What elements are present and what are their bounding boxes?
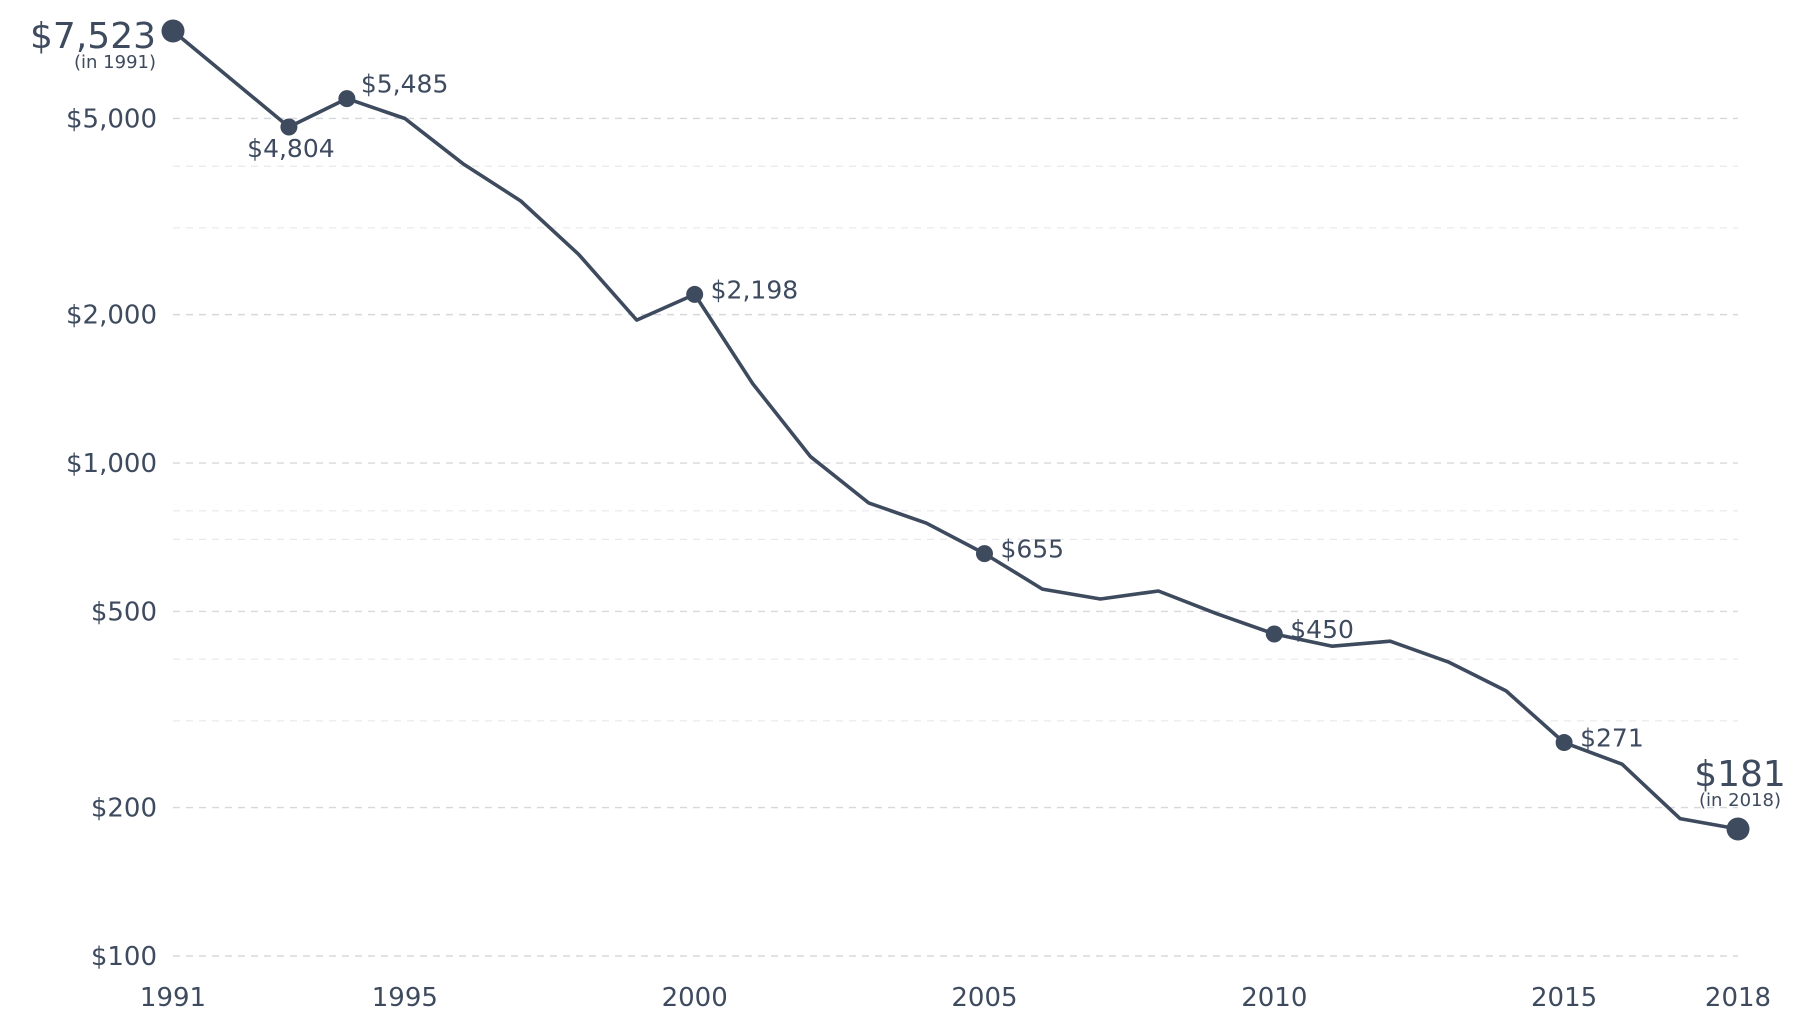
x-tick-label: 2018 [1705, 983, 1771, 1013]
y-tick-label: $5,000 [66, 104, 157, 134]
x-tick-label: 2000 [662, 983, 728, 1013]
data-point-marker [1265, 625, 1283, 643]
x-tick-label: 2015 [1531, 983, 1597, 1013]
x-tick-label: 1991 [140, 983, 206, 1013]
data-point-label: $450 [1290, 615, 1354, 644]
endpoint-note-label: (in 2018) [1699, 790, 1781, 811]
grid-layer [173, 117, 1738, 957]
data-point-marker [280, 118, 298, 136]
y-tick-label: $2,000 [66, 301, 157, 331]
data-point-marker [1555, 734, 1573, 752]
x-tick-label: 2005 [951, 983, 1017, 1013]
y-tick-label: $1,000 [66, 449, 157, 479]
data-points [161, 19, 1750, 841]
series-line-layer [171, 29, 1740, 831]
series-line [171, 29, 1740, 831]
data-point-label: $655 [1000, 535, 1064, 564]
endpoint-marker [161, 19, 185, 43]
x-tick-label: 1995 [372, 983, 438, 1013]
data-point-marker [975, 545, 993, 563]
endpoint-marker [1726, 817, 1750, 841]
data-labels: $4,804$5,485$2,198$655$450$271$7,523(in … [30, 16, 1786, 811]
data-point-label: $271 [1580, 724, 1644, 753]
y-tick-label: $100 [91, 942, 157, 972]
endpoint-value-label: $7,523 [30, 16, 156, 57]
data-point-marker [686, 285, 704, 303]
y-tick-label: $500 [91, 597, 157, 627]
x-axis-ticks: 1991 1995 2000 2005 2010 2015 2018 [140, 983, 1771, 1013]
y-tick-label: $200 [91, 794, 157, 824]
data-point-label: $2,198 [711, 275, 798, 304]
data-point-marker [338, 90, 356, 108]
data-point-label: $4,804 [247, 134, 334, 163]
data-point-label: $5,485 [361, 70, 448, 99]
x-tick-label: 2010 [1241, 983, 1307, 1013]
y-axis-ticks: $5,000 $2,000 $1,000 $500 $200 $100 [66, 104, 157, 972]
endpoint-note-label: (in 1991) [74, 52, 156, 73]
endpoint-value-label: $181 [1694, 754, 1786, 795]
